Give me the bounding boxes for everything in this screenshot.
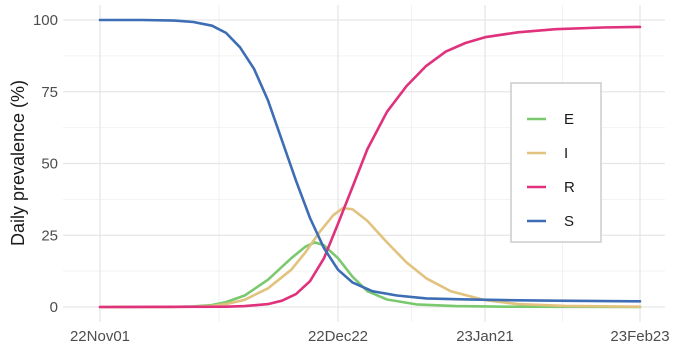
- y-tick-label: 25: [41, 227, 58, 244]
- legend-label-s: S: [564, 213, 574, 230]
- series-line-r: [98, 25, 642, 309]
- x-tick-label: 23Feb23: [610, 328, 669, 345]
- y-tick-label: 50: [41, 156, 58, 173]
- y-axis-label: Daily prevalence (%): [8, 80, 28, 246]
- y-tick-label: 0: [50, 299, 58, 316]
- legend-box: [510, 82, 602, 243]
- x-tick-label: 22Dec22: [308, 328, 368, 345]
- y-tick-label: 75: [41, 84, 58, 101]
- series-lines: [98, 18, 642, 309]
- x-axis-ticks: 22Nov01 22Dec22 23Jan21 23Feb23: [70, 328, 670, 345]
- legend-label-e: E: [564, 111, 574, 128]
- legend-label-i: I: [564, 145, 568, 162]
- y-tick-label: 100: [33, 12, 58, 29]
- series-line-s: [98, 18, 642, 303]
- x-tick-label: 22Nov01: [70, 328, 130, 345]
- legend-label-r: R: [564, 179, 575, 196]
- x-tick-label: 23Jan21: [456, 328, 514, 345]
- series-line-i: [98, 206, 642, 309]
- y-axis-ticks: 0 25 50 75 100: [33, 12, 58, 316]
